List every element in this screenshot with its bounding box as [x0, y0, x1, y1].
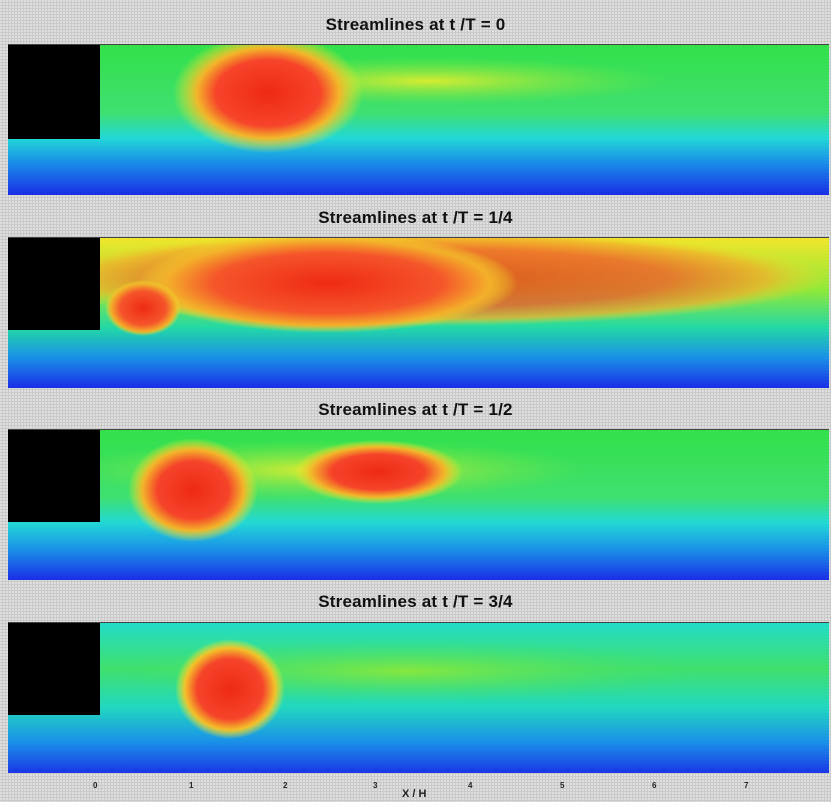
x-tick-3: 3 — [373, 781, 378, 790]
x-tick-5: 5 — [560, 781, 565, 790]
x-tick-1: 1 — [189, 781, 194, 790]
flow-field-panel-3 — [8, 429, 829, 580]
flow-field-panel-1 — [8, 44, 829, 195]
flow-field-panel-2 — [8, 237, 829, 388]
x-axis-label: X / H — [402, 788, 427, 800]
flow-field-panel-4 — [8, 622, 829, 773]
x-tick-7: 7 — [744, 781, 749, 790]
x-tick-0: 0 — [93, 781, 98, 790]
panel-title-4: Streamlines at t /T = 3/4 — [318, 592, 513, 611]
panel-title-2: Streamlines at t /T = 1/4 — [318, 208, 513, 227]
panel-title-3: Streamlines at t /T = 1/2 — [318, 400, 513, 419]
x-tick-4: 4 — [468, 781, 473, 790]
panel-title-1: Streamlines at t /T = 0 — [325, 15, 506, 34]
x-tick-2: 2 — [283, 781, 288, 790]
x-tick-6: 6 — [652, 781, 657, 790]
